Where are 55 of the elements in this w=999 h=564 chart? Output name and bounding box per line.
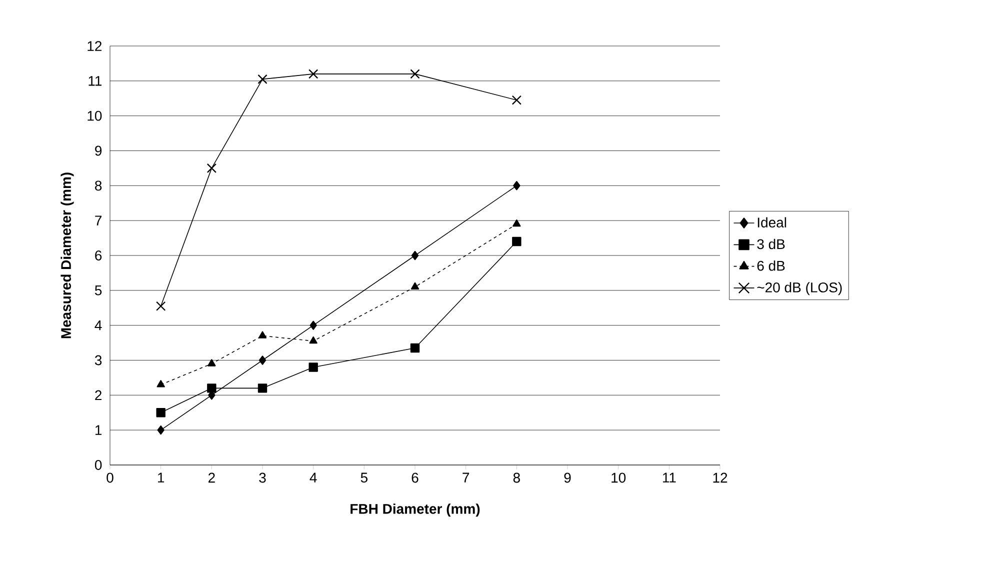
- point: [156, 380, 165, 388]
- x-tick-label: 0: [106, 472, 114, 483]
- legend-label: Ideal: [758, 217, 786, 228]
- y-tick-label: 7: [95, 216, 102, 226]
- x-tick-label: 8: [513, 472, 520, 483]
- y-tick-label: 8: [95, 180, 102, 191]
- x-tick-label: 6: [412, 472, 418, 483]
- point: [258, 331, 267, 338]
- point: [157, 425, 164, 435]
- legend-label: 3 dB: [757, 238, 785, 250]
- legend-label: 6 dB: [757, 260, 785, 271]
- x-tick-label: 7: [462, 472, 470, 482]
- x-tick-label: 10: [612, 472, 626, 483]
- legend-label: ~20 dB (LOS): [757, 282, 842, 296]
- point: [310, 320, 317, 330]
- x-tick-label: 5: [360, 472, 368, 483]
- y-tick-label: 1: [95, 425, 102, 435]
- x-axis-title: FBH Diameter (mm): [350, 504, 480, 517]
- point: [206, 163, 217, 174]
- point: [258, 74, 268, 84]
- y-tick-label: 10: [88, 110, 102, 121]
- y-tick-label: 9: [95, 146, 102, 156]
- y-tick-label: 11: [88, 76, 102, 86]
- y-tick-label: 4: [94, 320, 102, 330]
- point: [512, 95, 522, 105]
- x-tick-label: 12: [713, 472, 728, 483]
- x-tick-label: 4: [310, 472, 317, 482]
- point: [208, 359, 216, 366]
- point: [410, 282, 420, 290]
- y-tick-label: 2: [95, 390, 102, 400]
- point: [156, 301, 166, 311]
- x-tick-label: 1: [158, 472, 164, 482]
- x-tick-label: 3: [259, 472, 266, 483]
- x-tick-label: 2: [208, 472, 215, 483]
- y-tick-label: 0: [94, 460, 102, 470]
- x-tick-label: 11: [662, 472, 676, 482]
- point: [309, 336, 318, 344]
- point: [308, 362, 318, 372]
- point: [258, 356, 266, 365]
- point: [156, 408, 166, 418]
- y-axis-title: Measured Diameter (mm): [60, 172, 74, 338]
- y-tick-label: 3: [94, 355, 102, 366]
- point: [410, 69, 420, 79]
- point: [513, 181, 520, 190]
- point: [512, 236, 522, 246]
- point: [512, 219, 521, 227]
- point: [308, 69, 318, 79]
- y-tick-label: 12: [88, 41, 102, 51]
- point: [258, 384, 268, 393]
- point: [207, 384, 216, 393]
- x-tick-label: 9: [564, 472, 571, 483]
- y-tick-label: 6: [95, 250, 102, 260]
- point: [410, 343, 420, 353]
- point: [411, 250, 419, 260]
- y-tick-label: 5: [94, 286, 102, 296]
